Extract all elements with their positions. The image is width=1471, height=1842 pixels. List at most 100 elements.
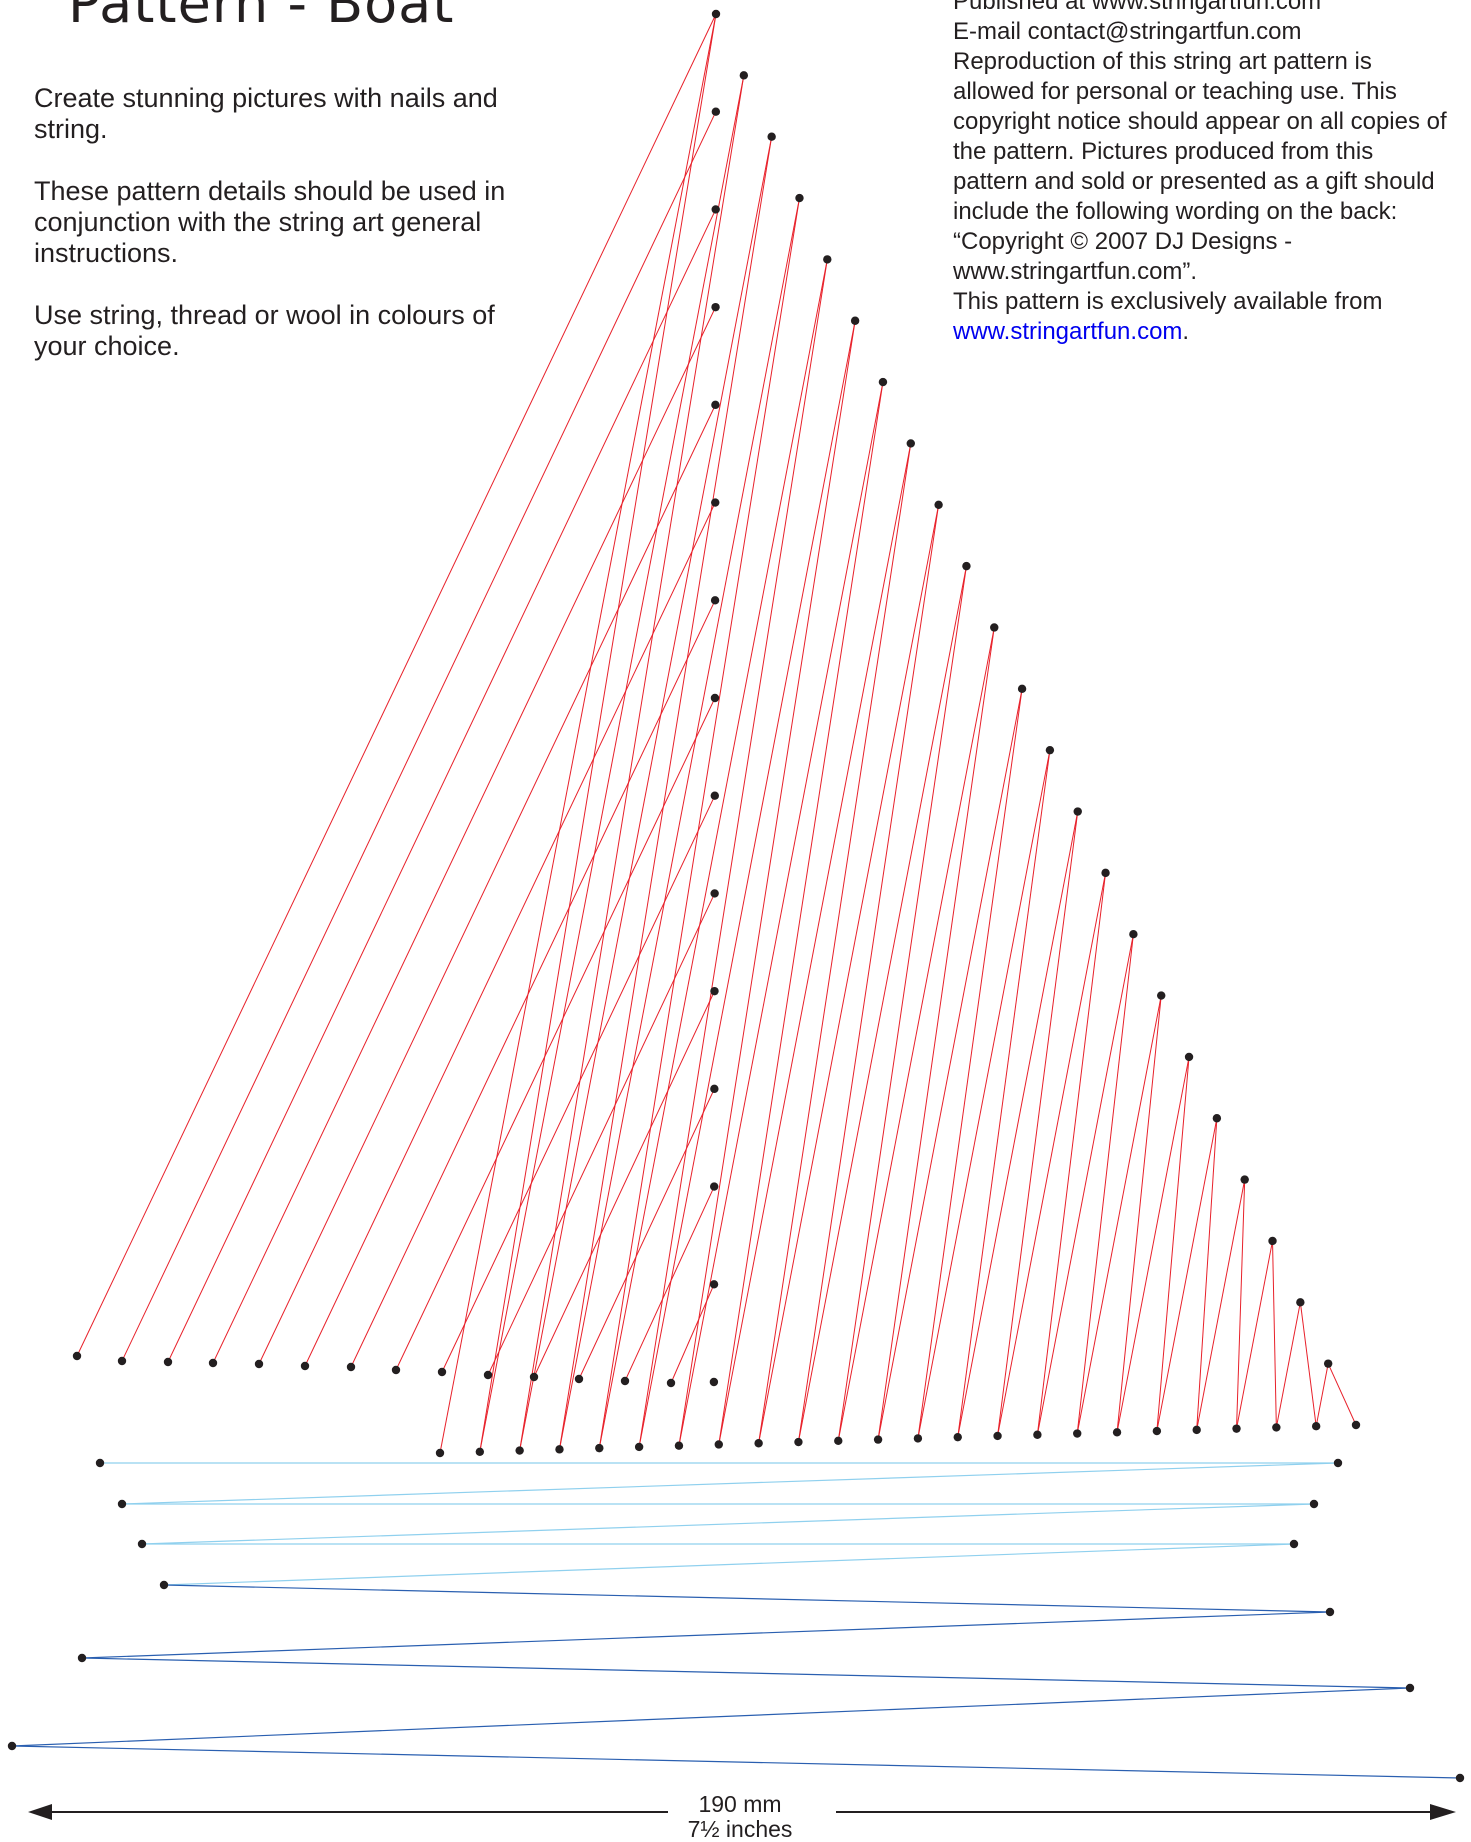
dimension-arrow [28, 1804, 1456, 1820]
sail-thread [1327, 1363, 1357, 1426]
nail [77, 1653, 87, 1663]
sail-thread [76, 13, 717, 1357]
sail-thread [212, 306, 717, 1364]
nail [1268, 1236, 1277, 1246]
nail [1240, 1175, 1249, 1184]
nail [515, 1446, 524, 1455]
hull-thread [81, 1657, 1411, 1689]
nail [823, 255, 832, 264]
sail-thread [758, 443, 912, 1444]
sail-thread [1036, 934, 1134, 1435]
nail [620, 1376, 630, 1386]
sail-thread [957, 750, 1051, 1438]
intro-text: Create stunning pictures with nails and … [34, 83, 554, 393]
nail [1333, 1458, 1343, 1468]
sail-thread [487, 893, 716, 1376]
nail [137, 1539, 147, 1549]
nail [117, 1499, 127, 1509]
sail-thread [638, 259, 828, 1447]
nail [714, 1440, 723, 1449]
sail-thread [758, 504, 940, 1444]
sail-thread [578, 1088, 715, 1380]
nail [1033, 1430, 1042, 1439]
email-line: E-mail contact@stringartfun.com [953, 18, 1302, 45]
sail-thread [917, 688, 1023, 1439]
nail [739, 71, 749, 80]
nail [710, 693, 720, 703]
sail-thread [1116, 1056, 1190, 1433]
nail [795, 193, 804, 203]
nail [710, 596, 720, 605]
sail-thread [877, 688, 1023, 1440]
nail [1152, 1426, 1162, 1436]
sail-thread [533, 990, 715, 1378]
sail-thread [1116, 995, 1162, 1433]
intro-paragraph: These pattern details should be used in … [34, 176, 506, 268]
nail [906, 439, 915, 448]
nail [1192, 1425, 1201, 1435]
sail-thread [1156, 1118, 1218, 1432]
nail [953, 1432, 962, 1442]
nail [1129, 930, 1138, 939]
sail-thread [1196, 1118, 1218, 1430]
publisher-line: Published at www.stringartfun.com [953, 0, 1322, 15]
nail [300, 1361, 310, 1371]
sail-thread [997, 811, 1079, 1437]
nail [437, 1367, 447, 1377]
nail [710, 986, 719, 996]
nail [711, 205, 720, 214]
nail [1073, 1429, 1082, 1438]
nail [346, 1362, 356, 1372]
nail [1351, 1420, 1361, 1430]
sail-thread [598, 197, 800, 1449]
sail-thread [877, 627, 995, 1440]
nail [1017, 684, 1027, 694]
arrowhead-right [1430, 1804, 1456, 1820]
nail [711, 498, 720, 507]
sail-thread [797, 504, 940, 1443]
nail [710, 889, 719, 898]
sail-thread [121, 111, 717, 1362]
nail [711, 9, 721, 19]
nail [709, 1377, 719, 1387]
sail-thread [917, 750, 1051, 1439]
nail [711, 302, 720, 312]
nail [95, 1458, 105, 1468]
nail [993, 1431, 1002, 1441]
sail-thread [1196, 1179, 1246, 1430]
availability-text: This pattern is exclusively available fr… [953, 288, 1383, 315]
nail [873, 1435, 883, 1444]
sail-thread [1315, 1363, 1329, 1427]
hull-thread [11, 1687, 1411, 1747]
sail-thread [1036, 872, 1107, 1435]
sail-thread [624, 1186, 715, 1382]
nail [1272, 1423, 1281, 1432]
nail [117, 1356, 127, 1366]
nail [934, 500, 943, 509]
nail [990, 623, 999, 632]
nail [254, 1359, 264, 1369]
nail [767, 132, 776, 141]
availability-line: This pattern is exclusively available fr… [953, 287, 1453, 347]
sail-thread [441, 795, 716, 1373]
left-sail-threads [76, 13, 717, 1386]
intro-paragraph: Create stunning pictures with nails and … [34, 83, 498, 144]
copyright-quote: “Copyright © 2007 DJ Designs - www.strin… [953, 228, 1293, 285]
hull-thread [81, 1611, 1331, 1659]
nail [574, 1374, 584, 1384]
website-link[interactable]: www.stringartfun.com [953, 318, 1183, 345]
right-sail-threads [439, 13, 1357, 1454]
nail [1311, 1422, 1321, 1431]
nail [595, 1443, 604, 1453]
nail [1296, 1298, 1305, 1307]
nail [1309, 1499, 1319, 1509]
copyright-body: Reproduction of this string art pattern … [953, 48, 1447, 225]
sail-thread [678, 320, 856, 1446]
nail [1325, 1607, 1335, 1617]
sail-thread [797, 566, 967, 1443]
nail [1455, 1773, 1465, 1783]
nail [1112, 1428, 1122, 1437]
sail-thread [1275, 1302, 1301, 1428]
sail-thread [350, 600, 716, 1368]
